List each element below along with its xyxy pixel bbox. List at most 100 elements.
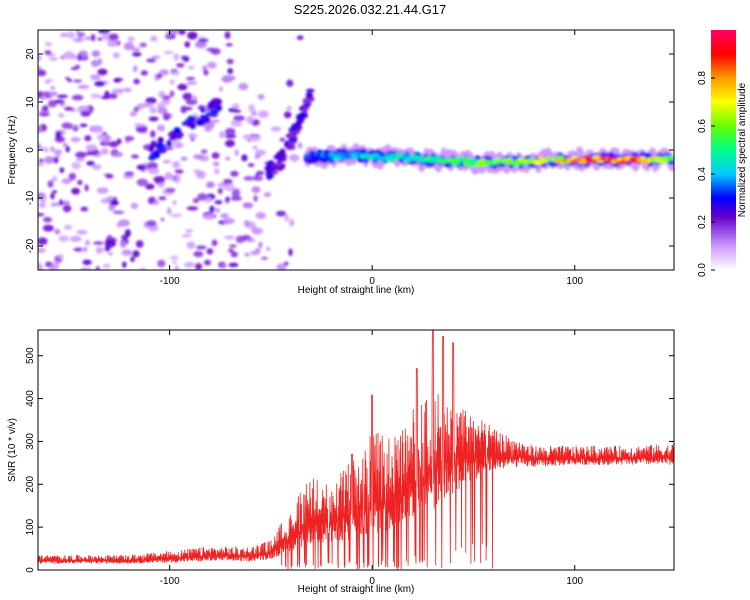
- heatmap-cell: [235, 235, 245, 244]
- heatmap-cell: [142, 102, 153, 108]
- heatmap-cell: [43, 147, 49, 153]
- heatmap-cell: [283, 111, 292, 119]
- heatmap-cell: [132, 250, 140, 258]
- heatmap-cell: [105, 174, 114, 179]
- heatmap-cell: [286, 79, 294, 87]
- heatmap-cell: [140, 70, 148, 76]
- heatmap-cell: [244, 221, 256, 229]
- heatmap-cell: [97, 68, 108, 76]
- heatmap-cell: [174, 265, 180, 270]
- snr-series-line: [38, 330, 674, 570]
- heatmap-cell: [158, 196, 167, 201]
- heatmap-cell: [124, 171, 135, 176]
- heatmap-cell: [52, 176, 57, 182]
- y-tick-label: -10: [25, 190, 36, 205]
- heatmap-cell: [71, 187, 81, 195]
- heatmap-cell: [75, 151, 87, 159]
- heatmap-cell: [124, 136, 135, 141]
- heatmap-cell: [214, 200, 223, 205]
- heatmap-cell: [172, 260, 177, 265]
- heatmap-cell: [186, 206, 199, 211]
- heatmap-cell: [305, 88, 315, 93]
- heatmap-cell: [112, 152, 124, 157]
- heatmap-cell: [220, 213, 229, 219]
- heatmap-cell: [72, 37, 84, 43]
- heatmap-cell: [556, 155, 564, 161]
- heatmap-cell: [75, 64, 81, 69]
- heatmap-cell: [133, 106, 140, 113]
- heatmap-cell: [116, 222, 123, 228]
- heatmap-cell: [162, 160, 171, 164]
- heatmap-cell: [255, 212, 266, 220]
- heatmap-cell: [284, 214, 289, 222]
- snr-x-label: Height of straight line (km): [298, 584, 415, 595]
- heatmap-cell: [230, 251, 238, 258]
- heatmap-cell: [148, 116, 159, 122]
- heatmap-cell: [108, 33, 119, 41]
- heatmap-cell: [289, 218, 295, 227]
- heatmap-cell: [139, 42, 147, 48]
- heatmap-cell: [113, 78, 121, 83]
- heatmap-cell: [193, 169, 201, 174]
- heatmap-cell: [131, 154, 139, 159]
- heatmap-cell: [38, 54, 42, 61]
- heatmap-cell: [98, 58, 103, 65]
- heatmap-cell: [61, 178, 72, 184]
- heatmap-cell: [54, 228, 61, 235]
- heatmap-cell: [149, 106, 157, 114]
- heatmap-cell: [55, 131, 62, 139]
- heatmap-cell: [67, 78, 72, 83]
- snr-panel: -100 0 100 0 100 200 300 400 500 Height of stra…: [7, 329, 675, 595]
- heatmap-cell: [266, 173, 273, 180]
- snr-y-ticks: 0 100 200 300 400 500: [25, 347, 674, 573]
- heatmap-cell: [97, 37, 103, 41]
- heatmap-cell: [181, 234, 192, 238]
- heatmap-cell: [38, 69, 47, 77]
- heatmap-cell: [257, 94, 265, 100]
- heatmap-cell: [225, 196, 230, 203]
- heatmap-cell: [261, 256, 268, 260]
- heatmap-cell: [224, 134, 237, 139]
- y-tick-label: 10: [25, 96, 36, 108]
- heatmap-cell: [62, 204, 72, 213]
- heatmap-cell: [194, 263, 203, 270]
- heatmap-cell: [69, 235, 82, 243]
- heatmap-cell: [130, 256, 135, 263]
- heatmap-cell: [158, 146, 166, 152]
- heatmap-cell: [192, 197, 199, 204]
- heatmap-cell: [258, 241, 263, 249]
- heatmap-cell: [98, 30, 110, 34]
- heatmap-cell: [103, 138, 108, 144]
- heatmap-cell: [39, 158, 44, 163]
- heatmap-cell: [85, 144, 98, 152]
- heatmap-cell: [183, 261, 195, 268]
- heatmap-cell: [207, 103, 216, 109]
- heatmap-cell: [84, 135, 92, 142]
- heatmap-cell: [153, 175, 166, 183]
- heatmap-cell: [246, 116, 254, 124]
- heatmap-cell: [214, 105, 219, 109]
- heatmap-cell: [188, 65, 195, 70]
- heatmap-cell: [203, 69, 209, 76]
- heatmap-cell: [94, 80, 105, 87]
- heatmap-cell: [157, 107, 168, 115]
- heatmap-cell: [52, 261, 60, 269]
- heatmap-cell: [90, 74, 101, 81]
- y-tick-label: 400: [25, 390, 36, 407]
- heatmap-cell: [217, 187, 223, 195]
- heatmap-cell: [66, 31, 76, 39]
- heatmap-cell: [90, 93, 102, 99]
- heatmap-cell: [169, 256, 180, 260]
- heatmap-cell: [77, 84, 90, 90]
- y-tick-label: 500: [25, 347, 36, 364]
- heatmap-cell: [517, 157, 525, 162]
- heatmap-cell: [177, 83, 188, 91]
- heatmap-cell: [53, 99, 65, 104]
- heatmap-cell: [172, 200, 177, 205]
- heatmap-cell: [207, 249, 214, 254]
- heatmap-cell: [185, 99, 198, 105]
- heatmap-cell: [189, 117, 196, 122]
- heatmap-cell: [242, 202, 251, 208]
- heatmap-cell: [58, 235, 69, 242]
